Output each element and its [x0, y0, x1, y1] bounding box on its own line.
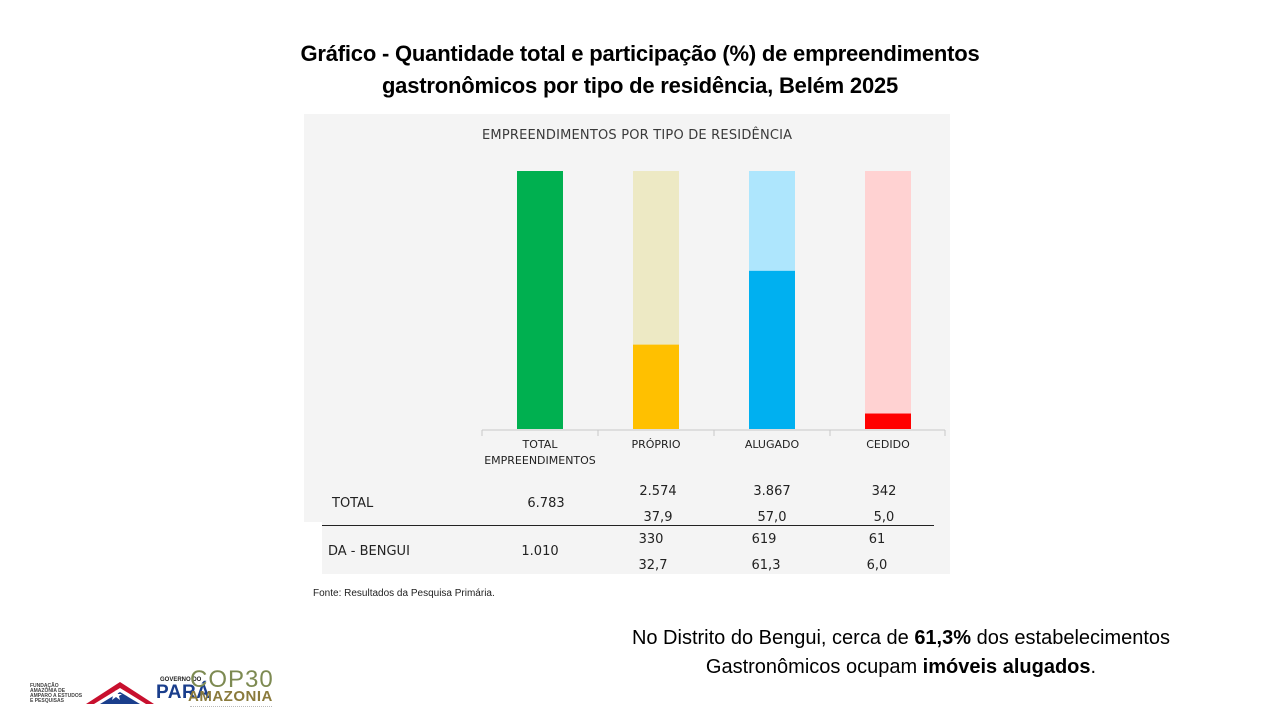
table-cell-alugado-count: 619 [751, 532, 777, 547]
bar-chart [481, 171, 946, 436]
bar-background-3 [865, 171, 911, 429]
governo-label: GOVERNO DO [160, 677, 202, 683]
bar-1 [633, 344, 679, 429]
note-text-3: Gastronômicos ocupam [705, 656, 923, 678]
chart-title: EMPREENDIMENTOS POR TIPO DE RESIDÊNCIA [482, 128, 793, 143]
table-cell-cedido-pct: 6,0 [866, 558, 888, 573]
tick-label-proprio: PRÓPRIO [631, 438, 681, 451]
table-corner-cutout [304, 522, 322, 574]
chart-main-title: Gráfico - Quantidade total e participaçã… [240, 38, 1040, 102]
tick-label-total-line1: TOTAL [522, 438, 558, 451]
note-bold-2: imóveis alugados [922, 656, 1091, 678]
bar-2 [749, 270, 795, 429]
cop30-subline [190, 706, 272, 713]
note-bold-1: 61,3% [914, 627, 972, 649]
note-text-4: . [1090, 656, 1097, 678]
table-cell-cedido-count: 61 [868, 532, 886, 547]
fapespa-logo: FUNDAÇÃO AMAZÔNIA DE AMPARO A ESTUDOS E … [30, 683, 83, 704]
tick-label-total: TOTAL EMPREENDIMENTOS [482, 437, 598, 469]
table-cell-alugado-pct: 61,3 [751, 558, 781, 573]
title-line-1: Gráfico - Quantidade total e participaçã… [300, 41, 980, 66]
note-line-2: Gastronômicos ocupam imóveis alugados. [600, 653, 1202, 682]
note-text-1: No Distrito do Bengui, cerca de [631, 627, 915, 649]
table-cell-proprio-count: 2.574 [639, 484, 677, 499]
table-cell-cedido-count: 342 [871, 484, 897, 499]
table-row-label-total: TOTAL [332, 496, 374, 511]
bar-3 [865, 413, 911, 429]
cop30-logo: COP30 [190, 666, 274, 693]
note-text-2: dos estabelecimentos [971, 627, 1171, 649]
table-cell-cedido-pct: 5,0 [873, 510, 895, 525]
table-row-label-bengui: DA - BENGUI [328, 544, 410, 559]
conclusion-note: No Distrito do Bengui, cerca de 61,3% do… [600, 624, 1202, 682]
table-cell-total: 1.010 [521, 544, 559, 559]
table-cell-proprio-pct: 32,7 [638, 558, 668, 573]
para-label: PARÁ [156, 682, 211, 703]
para-flag-icon [86, 682, 154, 704]
table-divider [322, 525, 934, 526]
table-cell-proprio-count: 330 [638, 532, 664, 547]
table-cell-total: 6.783 [527, 496, 565, 511]
tick-label-alugado: ALUGADO [744, 438, 800, 451]
note-line-1: No Distrito do Bengui, cerca de 61,3% do… [600, 624, 1202, 653]
tick-label-cedido: CEDIDO [866, 438, 910, 451]
footer-logos: FUNDAÇÃO AMAZÔNIA DE AMPARO A ESTUDOS E … [30, 664, 280, 720]
table-cell-alugado-count: 3.867 [753, 484, 791, 499]
title-line-2: gastronômicos por tipo de residência, Be… [381, 73, 899, 98]
table-cell-proprio-pct: 37,9 [643, 510, 673, 525]
chart-panel: EMPREENDIMENTOS POR TIPO DE RESIDÊNCIA T… [304, 114, 950, 574]
table-cell-alugado-pct: 57,0 [757, 510, 787, 525]
amazonia-logo: AMAZONIA [188, 688, 273, 705]
bar-0 [517, 171, 563, 429]
tick-label-total-line2: EMPREENDIMENTOS [484, 454, 596, 467]
source-note: Fonte: Resultados da Pesquisa Primária. [313, 588, 495, 599]
